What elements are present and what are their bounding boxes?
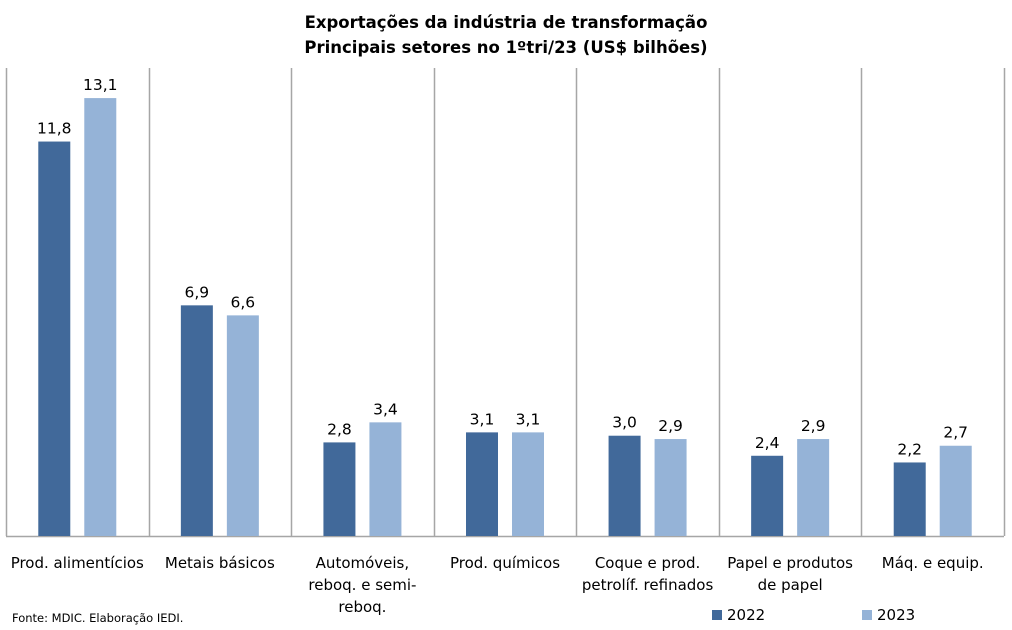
data-label-2023: 6,6 (231, 293, 256, 311)
data-label-2023: 2,9 (801, 417, 826, 435)
category-label-line: Prod. alimentícios (11, 554, 144, 572)
category-label-line: Metais básicos (165, 554, 275, 572)
category-label-line: reboq. (338, 598, 386, 616)
category-label-line: Máq. e equip. (882, 554, 984, 572)
legend-label-2023: 2023 (877, 606, 916, 624)
category-label: Coque e prod. petrolíf. refinados (582, 554, 714, 594)
data-label-2022: 2,4 (755, 434, 780, 452)
bar-2023 (939, 445, 972, 536)
category-label: Papel e produtos de papel (727, 554, 853, 594)
category-label-line: Papel e produtos (727, 554, 853, 572)
category-label: Automóveis, reboq. e semi-reboq. (308, 554, 416, 616)
bar-2022 (180, 305, 213, 536)
chart-title: Exportações da indústria de transformaçã… (0, 10, 1012, 60)
data-label-2023: 3,1 (516, 410, 541, 428)
legend-label-2022: 2022 (727, 606, 766, 624)
bar-2023 (797, 439, 830, 536)
data-label-2023: 2,9 (658, 417, 683, 435)
category-label: Metais básicos (165, 554, 275, 572)
data-label-2023: 3,4 (373, 400, 398, 418)
bar-2022 (38, 141, 71, 537)
category-label: Prod. químicos (450, 554, 560, 572)
data-label-2023: 13,1 (83, 76, 118, 94)
bar-2022 (466, 432, 498, 536)
bar-2023 (654, 439, 687, 536)
legend-swatch-2022 (712, 610, 722, 620)
bar-2022 (751, 455, 784, 536)
bar-2022 (323, 442, 356, 536)
category-label-line: Prod. químicos (450, 554, 560, 572)
bar-2023 (369, 422, 402, 536)
category-label: Máq. e equip. (882, 554, 984, 572)
bar-2023 (84, 98, 117, 536)
data-label-2022: 2,2 (897, 440, 922, 458)
chart-title-line1: Exportações da indústria de transformaçã… (304, 13, 708, 32)
category-label-line: Coque e prod. (595, 554, 701, 572)
data-label-2022: 11,8 (37, 120, 72, 138)
category-label-line: Automóveis, (316, 554, 409, 572)
data-label-2022: 3,0 (612, 414, 637, 432)
legend-swatch-2023 (862, 610, 872, 620)
chart-subtitle: Principais setores no 1ºtri/23 (US$ bilh… (304, 38, 708, 57)
category-label-line: petrolíf. refinados (582, 576, 714, 594)
legend-item-2022: 2022 (712, 606, 765, 624)
category-label: Prod. alimentícios (11, 554, 144, 572)
category-label-line: reboq. e semi- (308, 576, 416, 594)
data-label-2022: 6,9 (185, 283, 210, 301)
bar-2023 (226, 315, 259, 536)
data-label-2022: 2,8 (327, 420, 352, 438)
bar-2022 (893, 462, 926, 536)
bar-2023 (512, 432, 544, 536)
bar-2022 (608, 435, 641, 536)
data-label-2022: 3,1 (470, 410, 495, 428)
category-label-line: de papel (758, 576, 823, 594)
legend-item-2023: 2023 (862, 606, 915, 624)
data-label-2023: 2,7 (943, 424, 968, 442)
source-note: Fonte: MDIC. Elaboração IEDI. (12, 611, 184, 625)
